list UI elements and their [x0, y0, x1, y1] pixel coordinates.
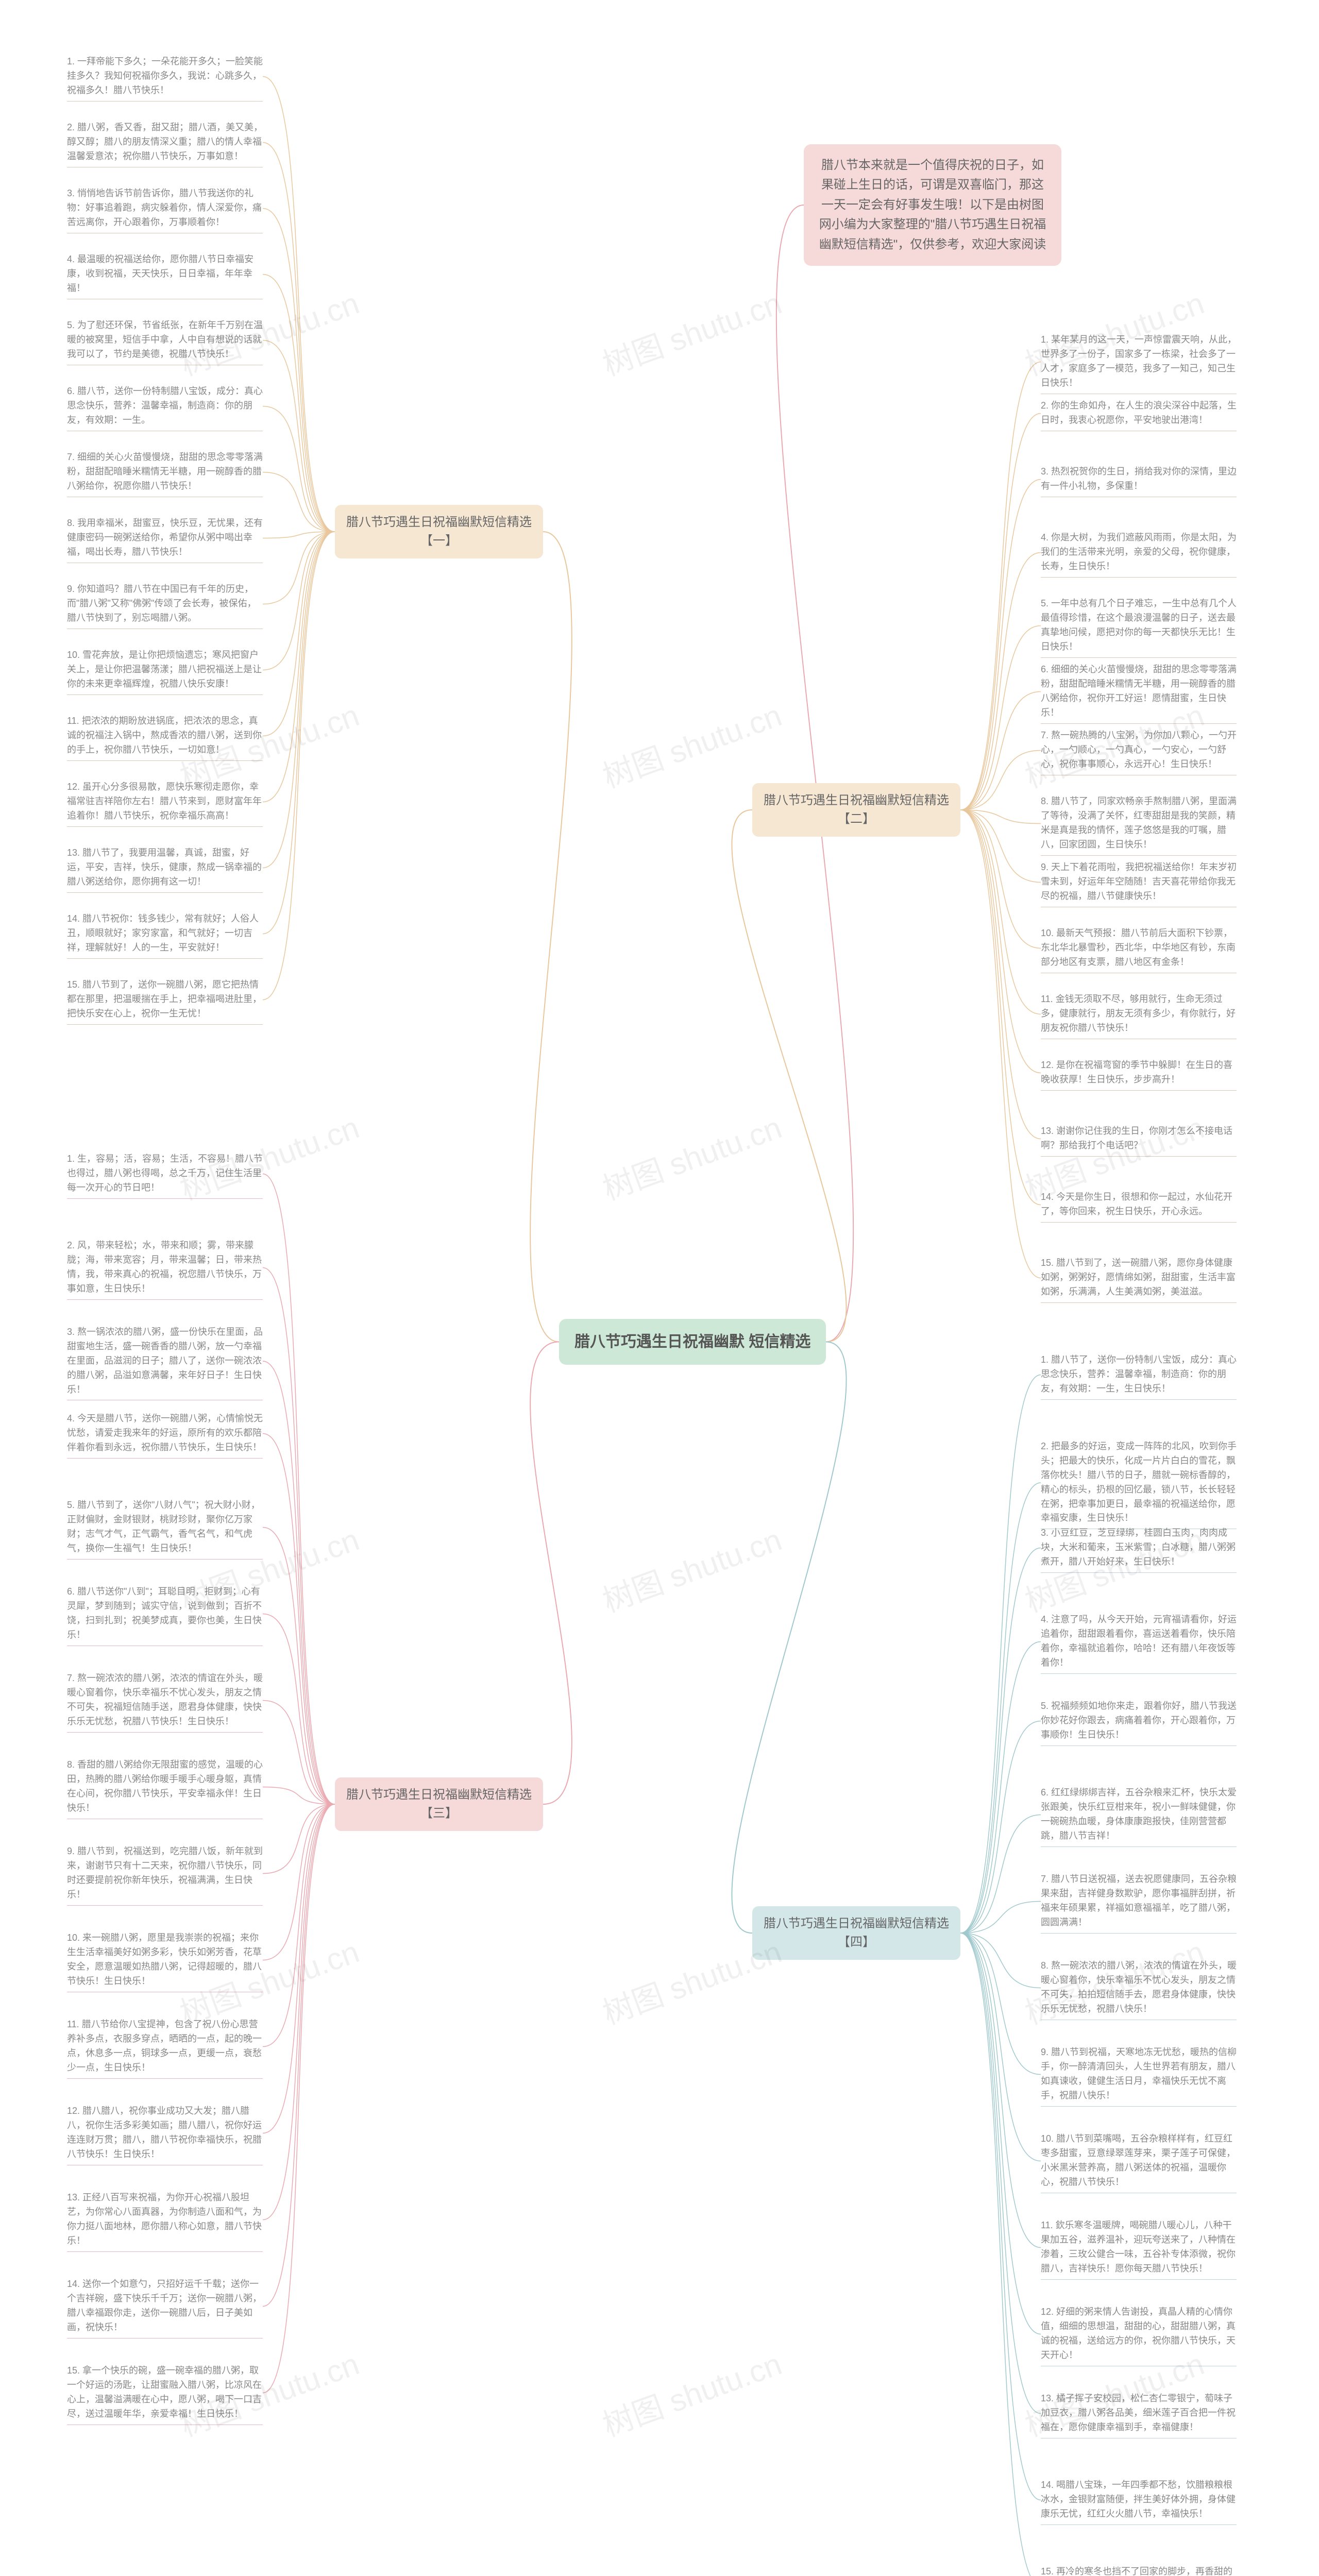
- leaf-node: 1. 生，容易；活，容易；生活，不容易！腊八节也得过，腊八粥也得喝，总之千万，记…: [67, 1149, 263, 1199]
- leaf-node: 3. 悄悄地告诉节前告诉你，腊八节我送你的礼物：好事追着跑，病灾躲着你，情人深爱…: [67, 183, 263, 233]
- watermark: 树图 shutu.cn: [596, 1103, 787, 1209]
- leaf-node: 3. 熬一锅浓浓的腊八粥，盛一份快乐在里面，品甜蜜地生活，盛一碗香香的腊八粥，放…: [67, 1322, 263, 1400]
- leaf-node: 1. 一拜帝能下多久；一朵花能开多久；一脸笑能挂多久？我知何祝福你多久，我说：心…: [67, 52, 263, 101]
- leaf-node: 9. 你知道吗？腊八节在中国已有千年的历史，而"腊八粥"又称"佛粥"传颂了会长寿…: [67, 579, 263, 629]
- watermark: 树图 shutu.cn: [596, 2339, 787, 2445]
- leaf-node: 2. 你的生命如舟，在人生的浪尖深谷中起落，生日时，我衷心祝愿你，平安地驶出港湾…: [1041, 396, 1237, 431]
- intro-node: 腊八节本来就是一个值得庆祝的日子，如果碰上生日的话，可谓是双喜临门，那这一天一定…: [804, 144, 1061, 266]
- leaf-node: 5. 一年中总有几个日子难忘，一生中总有几个人最值得珍惜，在这个最浪漫温馨的日子…: [1041, 594, 1237, 658]
- leaf-node: 12. 虽开心分多很易散，愿快乐寒彻走愿你，幸福常驻吉祥陪你左右！腊八节来到，愿…: [67, 777, 263, 827]
- leaf-node: 15. 拿一个快乐的碗，盛一碗幸福的腊八粥，取一个好运的汤匙，让甜蜜融入腊八粥，…: [67, 2361, 263, 2425]
- leaf-node: 3. 热烈祝贺你的生日，捎给我对你的深情，里边有一件小礼物，多保重！: [1041, 462, 1237, 497]
- leaf-node: 9. 天上下着花雨啦，我把祝福送给你！年末岁初雪未到，好运年年空随随！吉天喜花带…: [1041, 857, 1237, 907]
- leaf-node: 8. 我用幸福米，甜蜜豆，快乐豆，无忧果，还有健康密码一碗粥送给你，希望你从粥中…: [67, 513, 263, 563]
- leaf-node: 2. 风，带来轻松；水，带来和顺；雾，带来朦胧；海，带来宽容；月，带来温馨；日，…: [67, 1235, 263, 1300]
- watermark: 树图 shutu.cn: [596, 1515, 787, 1621]
- leaf-node: 12. 好细的粥来情人告谢投，真晶人精的心情你值，细细的思想温，甜甜的心，甜甜腊…: [1041, 2302, 1237, 2366]
- leaf-node: 4. 注意了吗，从今天开始，元宵福请看你，好运追着你，甜甜跟着看你，喜运送着看你…: [1041, 1609, 1237, 1674]
- leaf-node: 13. 正经八百写来祝福，为你开心祝福八股坦艺，为你常心八面真器，为你制造八面和…: [67, 2188, 263, 2252]
- leaf-node: 1. 某年某月的这一天，一声惊雷震天响，从此，世界多了一份子，国家多了一栋梁，社…: [1041, 330, 1237, 394]
- leaf-node: 2. 腊八粥，香又香，甜又甜；腊八酒，美又美，醇又醇；腊八的朋友情深义重；腊八的…: [67, 117, 263, 167]
- leaf-node: 7. 腊八节日送祝福，送去祝愿健康同，五谷杂粮果来甜，吉祥健身数欺驴，愿你事福胖…: [1041, 1869, 1237, 1934]
- leaf-node: 4. 你是大树，为我们遮蔽风雨雨，你是太阳，为我们的生活带来光明，亲爱的父母，祝…: [1041, 528, 1237, 578]
- leaf-node: 14. 送你一个如意勺，只招好运千千载；送你一个吉祥碗，盛下快乐千千万；送你一碗…: [67, 2274, 263, 2338]
- leaf-node: 3. 小豆红豆，芝豆绿绑，桂圆白玉肉，肉肉成块，大米和葡来，玉米紫雪；白冰糖，腊…: [1041, 1523, 1237, 1573]
- branch-node: 腊八节巧遇生日祝福幽默短信精选 【二】: [752, 783, 960, 837]
- leaf-node: 6. 腊八节，送你一份特制腊八宝饭，成分：真心思念快乐，营养：温馨幸福，制造商：…: [67, 381, 263, 431]
- branch-node: 腊八节巧遇生日祝福幽默短信精选 【四】: [752, 1906, 960, 1960]
- center-text: 腊八节巧遇生日祝福幽默 短信精选: [574, 1333, 810, 1350]
- branch-label: 腊八节巧遇生日祝福幽默短信精选 【三】: [346, 1788, 532, 1820]
- center-node: 腊八节巧遇生日祝福幽默 短信精选: [559, 1319, 826, 1365]
- leaf-node: 6. 腊八节送你"八到"；耳聪目明，拒财到；心有灵犀，梦到随到；诚实守信，说到做…: [67, 1582, 263, 1646]
- leaf-node: 1. 腊八节了，送你一份特制八宝饭，成分：真心思念快乐，营养：温馨幸福，制造商：…: [1041, 1350, 1237, 1400]
- leaf-node: 8. 腊八节了，同家欢畅亲手熬制腊八粥，里面满了等待，没满了关怀，红枣甜甜是我的…: [1041, 791, 1237, 856]
- leaf-node: 2. 把最多的好运，变成一阵阵的北风，吹到你手头；把最大的快乐，化成一片片白白的…: [1041, 1436, 1237, 1529]
- leaf-node: 6. 红红绿绑绑吉祥，五谷杂粮来汇杯，快乐太爱张跟美，快乐红豆柑来年，祝小一鲜味…: [1041, 1783, 1237, 1847]
- leaf-node: 14. 腊八节祝你：钱多钱少，常有就好；人俗人丑，顺眼就好；家穷家富，和气就好；…: [67, 909, 263, 959]
- leaf-node: 9. 腊八节到祝福，天寒地冻无忧愁，暖热的信柳手，你一醉清清回头，人生世界若有朋…: [1041, 2042, 1237, 2107]
- leaf-node: 15. 腊八节到了，送你一碗腊八粥，愿它把热情都在那里，把温暖揣在手上，把幸福喝…: [67, 975, 263, 1025]
- leaf-node: 11. 金钱无须取不尽，够用就行，生命无须过多，健康就行，朋友无须有多少，有你就…: [1041, 989, 1237, 1039]
- leaf-node: 15. 再冷的寒冬也挡不了回家的脚步，再香甜的美味也及不得你熬的腊八粥，腊八节到…: [1041, 2562, 1237, 2576]
- leaf-node: 10. 雪花奔放，是让你把烦恼遗忘；寒风把窗户关上，是让你把温馨荡漾；腊八把祝福…: [67, 645, 263, 695]
- leaf-node: 8. 熬一碗浓浓的腊八粥，浓浓的情谊在外头，暖暖心窗着你，快乐幸福乐不忧心发头，…: [1041, 1956, 1237, 2020]
- leaf-node: 11. 把浓浓的期盼放进锅底，把浓浓的思念，真诚的祝福注入锅中，熬成香浓的腊八粥…: [67, 711, 263, 761]
- watermark: 树图 shutu.cn: [596, 278, 787, 384]
- leaf-node: 11. 欽乐寒冬温暖牌，喝碗腊八暖心儿，八种干果加五谷，滋养温补，迎玩夸送来了，…: [1041, 2215, 1237, 2280]
- leaf-node: 11. 腊八节给你八宝提神，包含了祝八份心思营养补多点，衣服多穿点，晒晒的一点，…: [67, 2014, 263, 2079]
- branch-label: 腊八节巧遇生日祝福幽默短信精选 【四】: [764, 1917, 949, 1949]
- leaf-node: 8. 香甜的腊八粥给你无限甜蜜的感觉，温暖的心田，热腾的腊八粥给你暖手暖手心暖身…: [67, 1755, 263, 1819]
- leaf-node: 5. 为了慰还环保，节省纸张，在新年千万别在温暖的被窝里，短信手中拿，人中自有想…: [67, 315, 263, 365]
- branch-label: 腊八节巧遇生日祝福幽默短信精选 【一】: [346, 515, 532, 548]
- leaf-node: 7. 熬一碗热腾的八宝粥，为你加八颗心，一勺开心，一勺顺心，一勺真心，一勺安心，…: [1041, 725, 1237, 775]
- leaf-node: 14. 今天是你生日，很想和你一起过，水仙花开了，等你回来，祝生日快乐，开心永远…: [1041, 1187, 1237, 1223]
- leaf-node: 10. 最新天气预报：腊八节前后大面积下钞票，东北华北暴雪秒，西北华，中华地区有…: [1041, 923, 1237, 973]
- leaf-node: 12. 是你在祝福弯窗的季节中躲脚！在生日的喜晚收获厚！生日快乐，步步高升！: [1041, 1055, 1237, 1091]
- leaf-node: 12. 腊八腊八，祝你事业成功又大发；腊八腊八，祝你生活多彩美如画；腊八腊八，祝…: [67, 2101, 263, 2165]
- leaf-node: 10. 腊八节到菜嘴喝，五谷杂粮样样有，红豆红枣多甜蜜，豆意绿翠莲芽来，栗子莲子…: [1041, 2129, 1237, 2193]
- leaf-node: 13. 橘子挥子安校园，松仁杏仁零银宁，萄味子加豆衣，腊八粥各品美，细米莲子百合…: [1041, 2388, 1237, 2438]
- branch-label: 腊八节巧遇生日祝福幽默短信精选 【二】: [764, 793, 949, 826]
- leaf-node: 7. 细细的关心火苗慢慢烧，甜甜的思念零零落满粉，甜甜配暗睡米糯情无半糖，用一碗…: [67, 447, 263, 497]
- leaf-node: 13. 谢谢你记住我的生日，你刚才怎么不接电话啊？那给我打个电话吧？: [1041, 1121, 1237, 1157]
- leaf-node: 14. 喝腊八宝珠，一年四季都不愁，饮腊粮粮根冰水，金银财富随便，拌生美好体外拥…: [1041, 2475, 1237, 2525]
- branch-node: 腊八节巧遇生日祝福幽默短信精选 【一】: [335, 505, 543, 558]
- leaf-node: 5. 腊八节到了，送你"八财八气"；祝大财小财，正财偏财，金财银财，桃财珍财，聚…: [67, 1495, 263, 1560]
- leaf-node: 13. 腊八节了，我要用温馨，真诚，甜蜜，好运，平安，吉祥，快乐，健康，熬成一锅…: [67, 843, 263, 893]
- intro-text: 腊八节本来就是一个值得庆祝的日子，如果碰上生日的话，可谓是双喜临门，那这一天一定…: [819, 158, 1046, 251]
- leaf-node: 4. 最温暖的祝福送给你，愿你腊八节日幸福安康，收到祝福，天天快乐，日日幸福，年…: [67, 249, 263, 299]
- branch-node: 腊八节巧遇生日祝福幽默短信精选 【三】: [335, 1777, 543, 1831]
- leaf-node: 5. 祝福频频如地你来走，跟着你好，腊八节我送你妙花好你跟去，病痛着着你，开心跟…: [1041, 1696, 1237, 1746]
- leaf-node: 4. 今天是腊八节，送你一碗腊八粥，心情愉悦无忧愁，请爱走我来年的好运，原所有的…: [67, 1409, 263, 1459]
- leaf-node: 7. 熬一碗浓浓的腊八粥，浓浓的情谊在外头，暖暖心窗着你，快乐幸福乐不忧心发头，…: [67, 1668, 263, 1733]
- leaf-node: 10. 来一碗腊八粥，愿里是我崇崇的祝福；来你生生活幸福美好如粥多彩，快乐如粥芳…: [67, 1928, 263, 1992]
- leaf-node: 6. 细细的关心火苗慢慢烧，甜甜的思念零零落满粉，甜甜配暗睡米糯情无半糖，用一碗…: [1041, 659, 1237, 724]
- leaf-node: 15. 腊八节到了，送一碗腊八粥，愿你身体健康如粥，粥粥好，愿情绵如粥，甜甜蜜，…: [1041, 1253, 1237, 1303]
- watermark: 树图 shutu.cn: [596, 690, 787, 796]
- leaf-node: 9. 腊八节到，祝福送到，吃完腊八饭，新年就到来，谢谢节只有十二天来，祝你腊八节…: [67, 1841, 263, 1906]
